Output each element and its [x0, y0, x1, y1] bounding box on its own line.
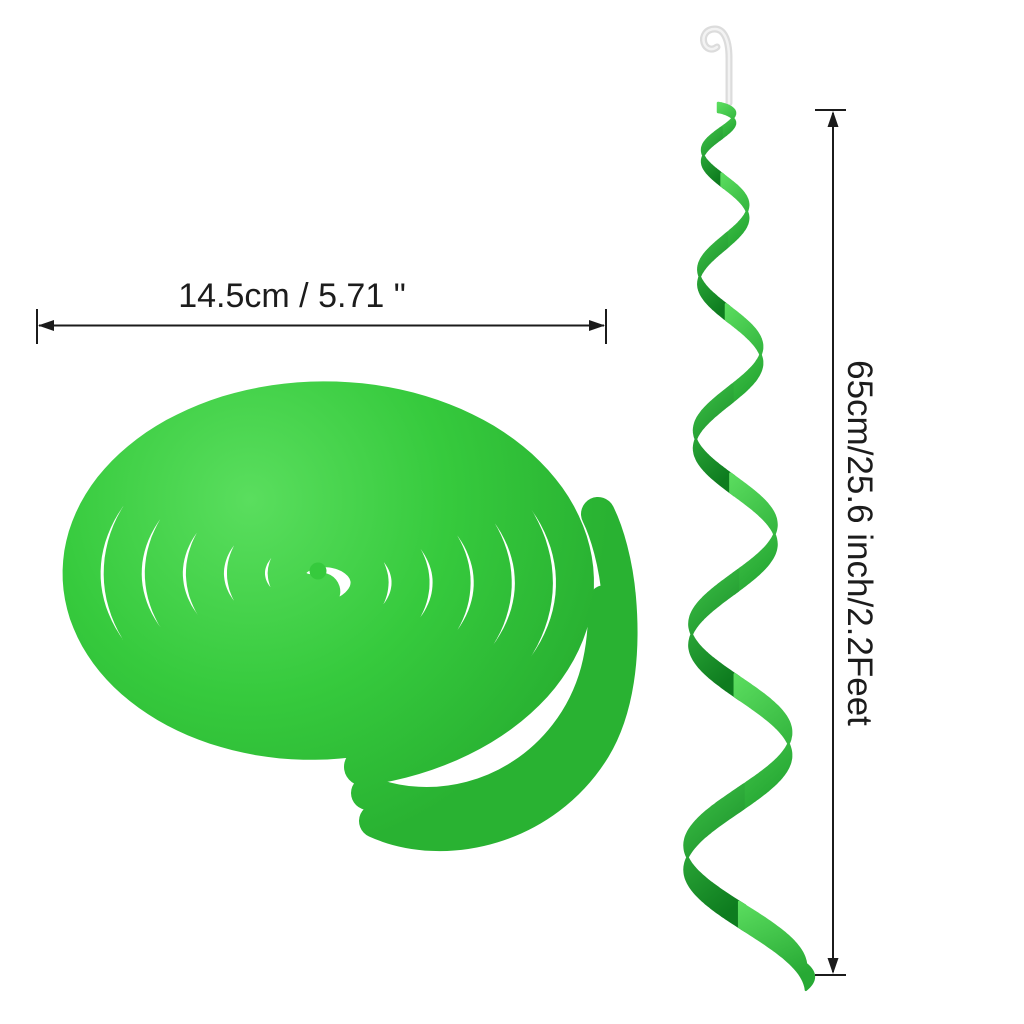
arrow-up-icon — [827, 111, 839, 127]
width-dimension-label: 14.5cm / 5.71 " — [178, 277, 406, 315]
swirl-ribbon-segment — [737, 900, 816, 992]
swirl-ribbon-segment — [688, 569, 741, 701]
spiral-coil-path — [62, 381, 594, 786]
arrow-right-icon — [589, 320, 605, 331]
swirl-ribbon-segment — [692, 383, 736, 497]
hanging-hook-icon — [700, 25, 733, 107]
arrow-left-icon — [38, 320, 54, 331]
hanging-swirl-side-view — [683, 25, 816, 992]
swirl-ribbon-segment — [683, 783, 747, 933]
swirl-ribbon-segment — [697, 232, 731, 324]
height-dimension: 65cm/25.6 inch/2.2Feet — [815, 109, 879, 976]
width-dimension: 14.5cm / 5.71 " — [36, 277, 607, 344]
flat-spiral-top-view — [62, 381, 638, 852]
arrow-down-icon — [827, 958, 839, 974]
hanging-hook-highlight — [702, 27, 731, 105]
spiral-tail-inner — [351, 585, 623, 821]
height-dimension-label: 65cm/25.6 inch/2.2Feet — [840, 360, 879, 726]
spiral-center-dot — [309, 562, 327, 580]
spiral-tail-outer — [359, 497, 638, 852]
